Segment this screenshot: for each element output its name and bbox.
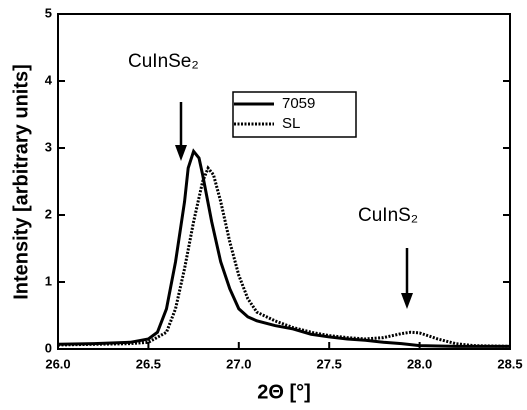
data-line	[57, 148, 510, 348]
y-tick-label: 1	[45, 273, 52, 288]
plot-frame	[57, 13, 511, 350]
x-tick-label: 27.5	[317, 356, 342, 371]
x-tick-label: 28.0	[407, 356, 432, 371]
x-tick-label: 28.5	[497, 356, 522, 371]
arrow	[401, 248, 413, 309]
data-line	[57, 165, 511, 348]
x-tick-label: 26.5	[136, 356, 161, 371]
y-tick-label: 0	[45, 340, 52, 355]
y-tick-label: 4	[45, 72, 53, 87]
y-axis-label: Intensity [arbitrary units]	[10, 64, 32, 300]
x-tick-label: 26.0	[45, 356, 70, 371]
y-tick-label: 5	[45, 5, 52, 20]
arrow	[175, 102, 187, 161]
x-axis-label: 2Θ [°]	[257, 381, 311, 403]
legend-label: 7059	[282, 95, 315, 112]
y-tick-label: 2	[45, 206, 52, 221]
x-tick-label: 27.0	[226, 356, 251, 371]
annotation: CuInS₂	[358, 205, 418, 226]
annotation: CuInSe₂	[128, 51, 199, 72]
legend-box	[232, 91, 357, 138]
legend-label: SL	[282, 115, 300, 132]
y-tick-label: 3	[45, 139, 52, 154]
